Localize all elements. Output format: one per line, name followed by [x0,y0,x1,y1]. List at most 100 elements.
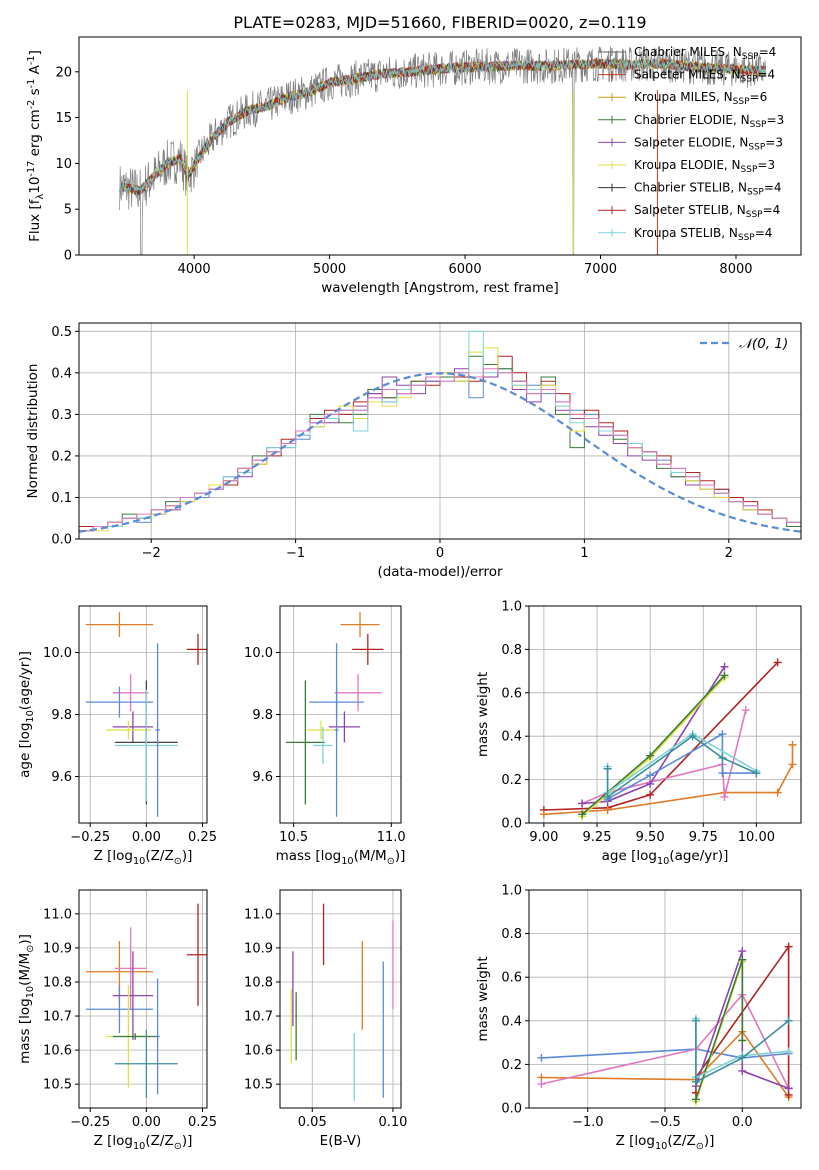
weight-point [646,790,655,799]
legend: Chabrier MILES, NSSP=4 Salpeter MILES, NS… [598,45,784,243]
y-tick-label: 0.4 [501,1014,522,1029]
y-tick-label: 9.8 [51,708,72,723]
legend-label: 𝒩(0, 1) [739,336,788,352]
x-tick-label: 7000 [584,262,617,277]
weight-point [718,730,727,739]
plot-area [79,330,801,533]
axes-frame [528,605,802,824]
y-tick-label: 0.4 [51,366,72,381]
plot-area [119,46,767,255]
x-axis-label: wavelength [Angstrom, rest frame] [321,280,559,296]
x-tick-label: 6000 [449,262,482,277]
weight-point [539,810,548,819]
y-tick-label: 11.0 [244,907,273,922]
weight-point [752,769,761,778]
weight-point [537,1080,546,1089]
x-tick-label: 0.25 [188,1115,217,1130]
x-tick-label: 2 [725,546,733,561]
y-tick-label: 10.8 [43,975,72,990]
x-tick-label: 0.00 [132,830,161,845]
axes-frame [279,889,402,1109]
y-axis-label: age [log10​(age/yr)] [17,651,36,778]
x-axis-label: Z [log10​(Z/Z⊙​)] [616,1133,715,1152]
x-tick-label: 11.0 [377,830,406,845]
x-axis-label: mass [log10​(M/M⊙​)] [276,848,406,867]
weight-point [718,753,727,762]
y-tick-label: 0.2 [51,449,72,464]
x-tick-label: 10.5 [279,830,308,845]
weight-point [691,1016,700,1025]
legend-label: Kroupa MILES, NSSP=6 [634,90,767,107]
weight-point [646,779,655,788]
x-tick-label: −1.0 [572,1115,604,1130]
x-tick-label: −0.25 [70,1115,110,1130]
y-tick-label: 9.6 [51,770,72,785]
y-tick-label: 0.6 [501,686,522,701]
weight-point [646,751,655,760]
weight-point [784,1084,793,1093]
plot-area [537,942,793,1106]
x-axis-label: (data-model)/error [377,564,503,580]
y-tick-label: 10.5 [244,1078,273,1093]
x-axis-label: E(B-V) [320,1133,362,1149]
panel-massZ: −0.25 0.00 0.25 10.5 10.6 10.7 10.8 10.9 11.0 Z [… [17,889,217,1152]
y-tick-label: 0.6 [501,971,522,986]
y-axis-label: Flux [fλ​10-17​ erg cm-2​ s-1​ A-1​] [26,50,46,242]
histogram-step [79,368,801,532]
weight-point [720,792,729,801]
y-tick-label: 0.0 [501,1102,522,1117]
y-axis-label: mass [log10​(M/M⊙​)] [17,934,36,1064]
weight-point [603,792,612,801]
weight-point [537,1053,546,1062]
x-tick-label: 8000 [719,262,752,277]
y-tick-label: 0.8 [501,643,522,658]
x-tick-label: 9.50 [636,830,665,845]
panel-hist: −2 −1 0 1 2 0.0 0.1 0.2 0.3 0.4 0.5 (data-model)/er… [25,322,802,580]
axes-frame [78,36,802,256]
legend-label: Salpeter MILES, NSSP=4 [634,68,775,85]
weight-point [784,942,793,951]
weight-point [773,658,782,667]
x-tick-label: 0.00 [132,1115,161,1130]
y-tick-label: 0.3 [51,408,72,423]
weight-point [738,1036,747,1045]
y-tick-label: 10.7 [244,1010,273,1025]
weight-line [543,661,779,811]
plot-area [85,903,207,1098]
weight-line [541,993,790,1089]
weight-point [691,1077,700,1086]
x-tick-label: −2 [142,546,161,561]
panel-weightZ: −1.0 −0.5 0.0 0.0 0.2 0.4 0.6 0.8 1.0 Z [log10​(Z… [475,884,802,1152]
y-tick-label: 10.9 [43,941,72,956]
weight-point [718,769,727,778]
y-tick-label: 0.1 [51,491,72,506]
legend-label: Kroupa STELIB, NSSP=4 [634,226,772,243]
weight-point [788,740,797,749]
y-tick-label: 10 [55,157,72,172]
x-tick-label: 9.75 [689,830,718,845]
panel-spectrum: 4000 5000 6000 7000 8000 0 5 10 15 20 wavelength [… [26,36,802,296]
y-tick-label: 15 [55,111,72,126]
y-tick-label: 0.0 [51,533,72,548]
legend-label: Chabrier ELODIE, NSSP=3 [634,113,784,130]
x-axis-label: age [log10​(age/yr)] [602,848,729,867]
weight-point [738,1053,747,1062]
y-tick-label: 0.2 [501,1058,522,1073]
y-tick-label: 0.0 [501,817,522,832]
x-axis-label: Z [log10​(Z/Z⊙​)] [94,1133,193,1152]
x-tick-label: 9.25 [583,830,612,845]
weight-point [603,764,612,773]
y-tick-label: 10.0 [244,646,273,661]
y-tick-label: 0.2 [501,773,522,788]
y-tick-label: 1.0 [501,600,522,615]
x-tick-label: 0.10 [378,1115,407,1130]
weight-point [578,799,587,808]
x-axis-label: Z [log10​(Z/Z⊙​)] [94,848,193,867]
legend-label: Chabrier STELIB, NSSP=4 [634,181,782,198]
weight-point [738,947,747,956]
gaussian-curve [79,372,801,533]
x-tick-label: 4000 [178,262,211,277]
x-tick-label: 10.00 [738,830,775,845]
axes-frame [78,889,208,1109]
